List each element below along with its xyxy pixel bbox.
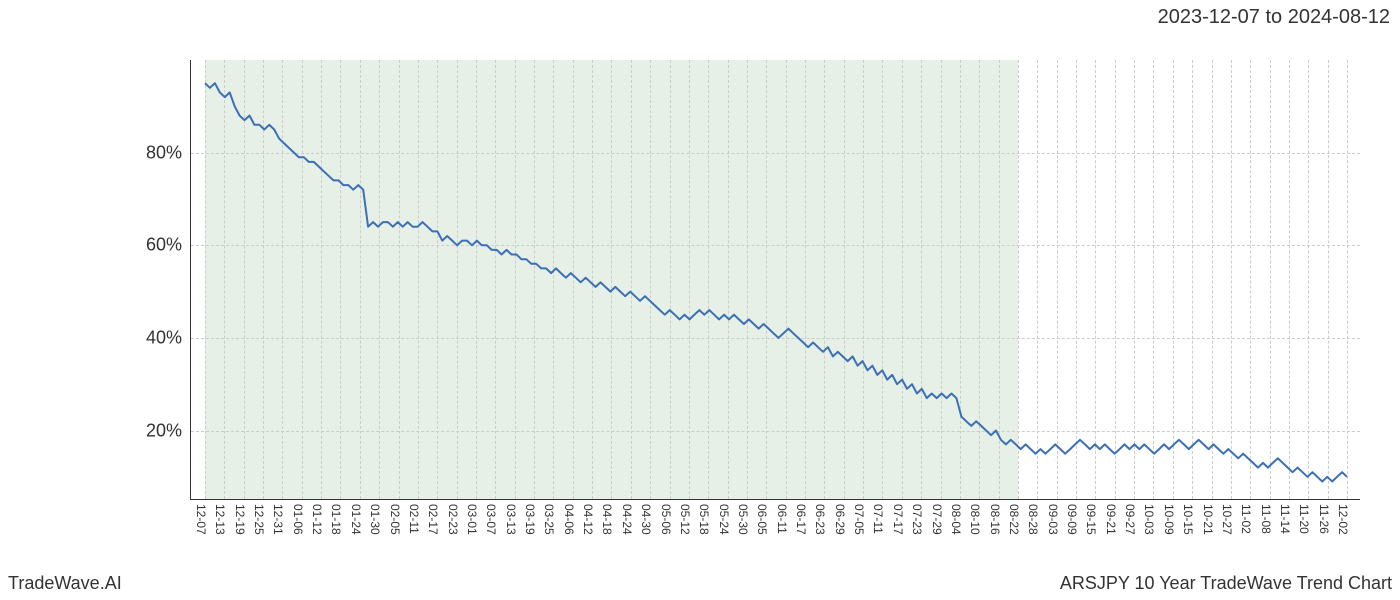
x-tick-label: 11-20 [1297, 504, 1311, 534]
x-tick-label: 09-15 [1084, 504, 1098, 535]
y-tick-label: 20% [146, 420, 182, 441]
x-tick-label: 05-24 [717, 504, 731, 535]
x-tick-label: 01-12 [310, 504, 324, 535]
x-tick-label: 10-15 [1181, 504, 1195, 535]
x-tick-label: 10-09 [1162, 504, 1176, 535]
x-tick-label: 03-07 [484, 504, 498, 535]
x-tick-label: 12-31 [271, 504, 285, 535]
x-tick-label: 03-19 [523, 504, 537, 535]
x-tick-label: 03-01 [465, 504, 479, 535]
x-tick-label: 01-30 [368, 504, 382, 535]
x-tick-label: 07-17 [891, 504, 905, 535]
x-tick-label: 04-12 [581, 504, 595, 535]
x-tick-label: 09-21 [1104, 504, 1118, 535]
x-tick-label: 04-18 [600, 504, 614, 535]
line-series [191, 60, 1361, 500]
x-tick-label: 09-03 [1046, 504, 1060, 535]
y-tick-label: 40% [146, 327, 182, 348]
x-tick-label: 05-30 [736, 504, 750, 535]
x-tick-label: 12-02 [1336, 504, 1350, 535]
x-tick-label: 06-11 [775, 504, 789, 534]
x-tick-label: 07-11 [871, 504, 885, 534]
x-tick-label: 10-27 [1220, 504, 1234, 535]
x-tick-label: 11-14 [1278, 504, 1292, 534]
x-tick-label: 12-07 [194, 504, 208, 535]
x-tick-label: 01-06 [291, 504, 305, 535]
x-tick-label: 09-27 [1123, 504, 1137, 535]
x-tick-label: 06-23 [813, 504, 827, 535]
x-tick-label: 11-02 [1239, 504, 1253, 534]
x-tick-label: 01-24 [349, 504, 363, 535]
x-tick-label: 08-10 [968, 504, 982, 535]
x-tick-label: 07-29 [930, 504, 944, 535]
x-tick-label: 06-17 [794, 504, 808, 535]
x-tick-label: 08-22 [1007, 504, 1021, 535]
x-tick-label: 05-12 [678, 504, 692, 535]
x-tick-label: 10-03 [1142, 504, 1156, 535]
x-tick-label: 08-04 [949, 504, 963, 535]
x-tick-label: 11-08 [1259, 504, 1273, 534]
chart-container: 2023-12-07 to 2024-08-12 TradeWave.AI AR… [0, 0, 1400, 600]
x-tick-label: 12-19 [233, 504, 247, 535]
y-tick-label: 60% [146, 235, 182, 256]
x-tick-label: 09-09 [1065, 504, 1079, 535]
x-tick-label: 05-18 [697, 504, 711, 535]
x-tick-label: 12-25 [252, 504, 266, 535]
trend-line [205, 83, 1347, 481]
y-tick-label: 80% [146, 142, 182, 163]
x-tick-label: 07-23 [910, 504, 924, 535]
x-tick-label: 04-30 [639, 504, 653, 535]
x-tick-label: 02-11 [407, 504, 421, 534]
x-tick-label: 03-25 [542, 504, 556, 535]
x-tick-label: 08-28 [1026, 504, 1040, 535]
x-tick-label: 04-06 [562, 504, 576, 535]
x-tick-label: 12-13 [213, 504, 227, 535]
date-range-label: 2023-12-07 to 2024-08-12 [1158, 6, 1390, 29]
x-tick-label: 07-05 [852, 504, 866, 535]
x-tick-label: 06-05 [755, 504, 769, 535]
x-tick-label: 02-17 [426, 504, 440, 535]
chart-title: ARSJPY 10 Year TradeWave Trend Chart [1060, 573, 1392, 594]
x-tick-label: 10-21 [1201, 504, 1215, 535]
x-tick-label: 02-05 [388, 504, 402, 535]
x-tick-label: 06-29 [833, 504, 847, 535]
x-tick-label: 11-26 [1317, 504, 1331, 534]
x-tick-label: 01-18 [329, 504, 343, 535]
x-tick-label: 03-13 [504, 504, 518, 535]
x-tick-label: 08-16 [988, 504, 1002, 535]
x-tick-label: 04-24 [620, 504, 634, 535]
x-tick-label: 05-06 [659, 504, 673, 535]
brand-label: TradeWave.AI [8, 573, 122, 594]
plot-area [190, 60, 1360, 500]
x-tick-label: 02-23 [446, 504, 460, 535]
